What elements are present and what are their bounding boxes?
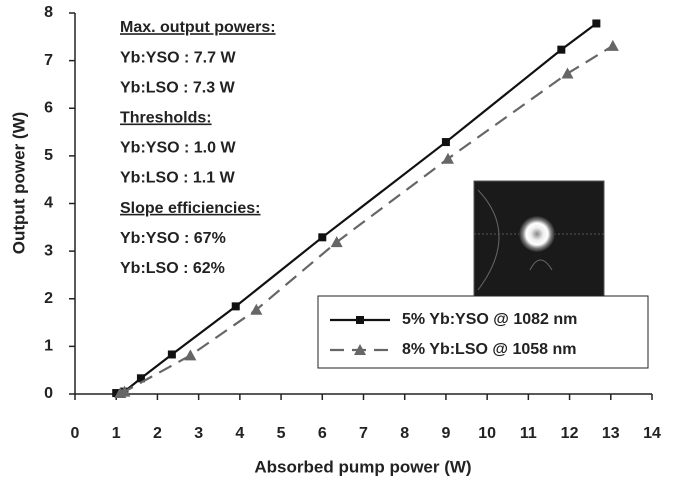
y-tick-label: 7 (44, 52, 53, 69)
marker (441, 152, 454, 164)
y-tick-label: 8 (44, 4, 53, 21)
x-tick-label: 12 (561, 425, 579, 442)
y-tick-label: 0 (44, 385, 53, 402)
x-tick-label: 8 (400, 425, 409, 442)
annotation: Yb:YSO : 7.7 W (120, 49, 236, 66)
annotation: Yb:YSO : 1.0 W (120, 140, 236, 157)
x-tick-label: 5 (277, 425, 286, 442)
y-tick-label: 4 (44, 195, 53, 212)
annotation: Yb:YSO : 67% (120, 230, 226, 247)
marker (112, 389, 121, 398)
annotation: Yb:LSO : 1.1 W (120, 170, 236, 187)
marker (592, 19, 601, 28)
beam-inset (473, 180, 605, 297)
marker (561, 67, 574, 79)
legend-label: 8% Yb:LSO @ 1058 nm (402, 341, 576, 358)
x-tick-label: 11 (520, 425, 537, 442)
marker (606, 39, 619, 51)
marker (318, 233, 327, 242)
marker (231, 302, 240, 311)
legend-label: 5% Yb:YSO @ 1082 nm (402, 311, 577, 328)
annotation: Slope efficiencies: (120, 200, 261, 217)
annotation: Yb:LSO : 62% (120, 260, 225, 277)
y-tick-label: 1 (44, 338, 53, 355)
x-tick-label: 1 (112, 425, 121, 442)
annotation: Yb:LSO : 7.3 W (120, 79, 236, 96)
marker (441, 138, 450, 147)
x-tick-label: 3 (194, 425, 203, 442)
x-axis-label: Absorbed pump power (W) (254, 457, 471, 476)
x-tick-label: 9 (441, 425, 450, 442)
x-tick-label: 14 (643, 425, 661, 442)
marker (167, 350, 176, 359)
y-tick-label: 5 (44, 147, 53, 164)
legend-marker (354, 344, 366, 355)
x-tick-label: 10 (478, 425, 496, 442)
x-tick-label: 0 (71, 425, 80, 442)
marker (250, 303, 263, 315)
x-tick-label: 2 (153, 425, 162, 442)
x-tick-label: 13 (602, 425, 620, 442)
x-tick-label: 4 (235, 425, 244, 442)
y-tick-label: 2 (44, 290, 53, 307)
annotation: Thresholds: (120, 110, 212, 127)
marker (136, 374, 145, 383)
marker (557, 45, 566, 54)
y-tick-label: 3 (44, 242, 53, 259)
marker (184, 349, 197, 361)
marker (330, 236, 343, 248)
marker (118, 385, 131, 397)
legend-marker (356, 316, 364, 324)
y-tick-label: 6 (44, 99, 53, 116)
annotation: Max. output powers: (120, 19, 276, 36)
x-tick-label: 6 (318, 425, 327, 442)
y-axis-label: Output power (W) (9, 112, 28, 255)
x-tick-label: 7 (359, 425, 368, 442)
legend-box (317, 295, 649, 369)
